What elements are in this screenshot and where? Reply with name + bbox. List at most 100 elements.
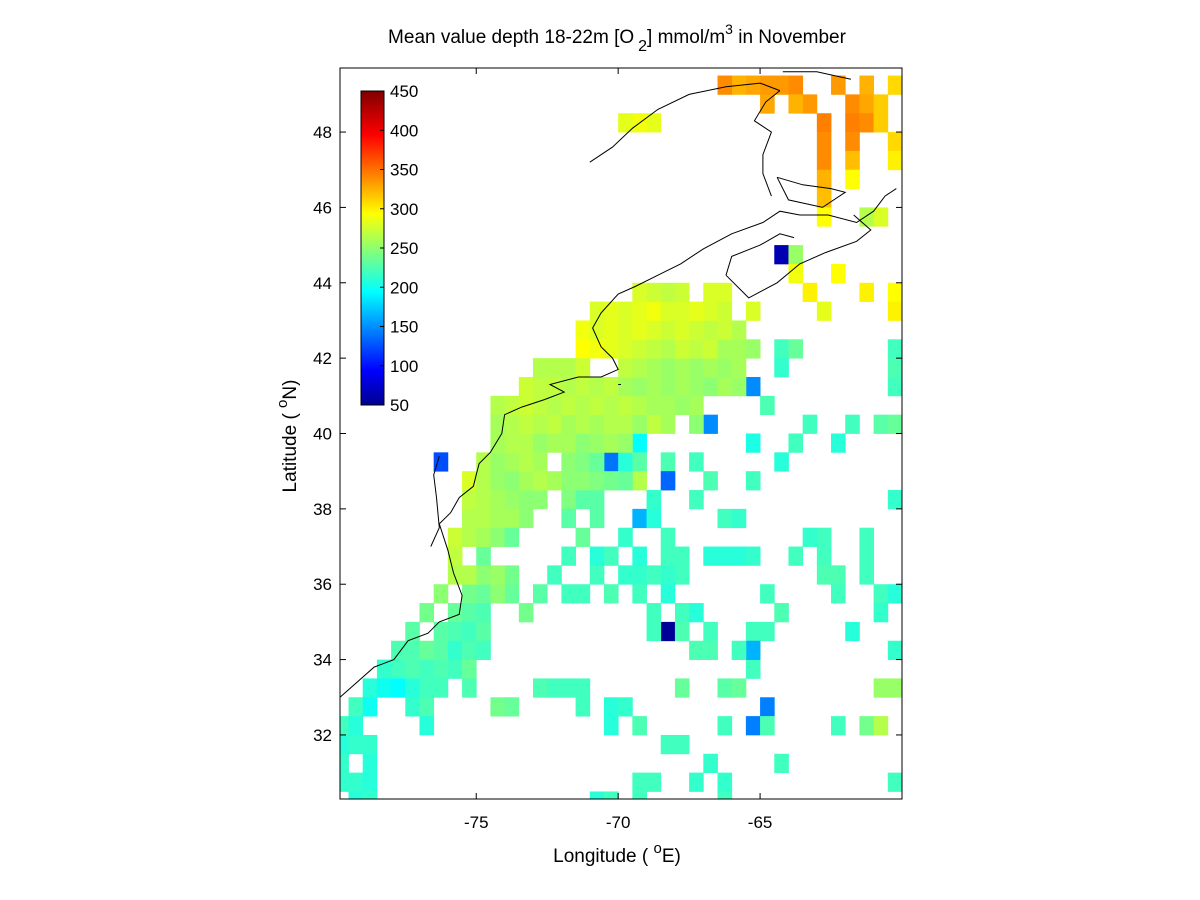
data-cell <box>774 245 789 265</box>
data-cell <box>575 376 591 397</box>
data-cell <box>561 490 576 510</box>
coastline-segment <box>725 214 872 299</box>
data-cell <box>447 527 463 547</box>
y-tick-label: 38 <box>313 500 332 519</box>
data-cell <box>632 546 647 566</box>
data-cell <box>462 640 477 660</box>
colorbar-ticks: 50 100 150 200 250 300 350 400 450 <box>380 82 418 415</box>
data-cell <box>689 320 704 340</box>
data-cell <box>433 678 449 698</box>
data-cell <box>462 565 477 585</box>
data-cell <box>859 94 875 114</box>
data-cell <box>575 339 591 359</box>
data-cell <box>745 659 761 679</box>
data-cell <box>873 584 889 604</box>
colorbar-tick-label: 150 <box>390 318 418 337</box>
data-cell <box>731 358 747 378</box>
data-cell <box>348 697 364 717</box>
data-cell <box>887 282 903 303</box>
data-cell <box>561 471 576 491</box>
data-cell <box>674 565 690 585</box>
data-cell <box>674 678 690 698</box>
data-cell <box>433 640 449 660</box>
data-cell <box>646 508 662 529</box>
x-tick-label: -75 <box>464 813 489 832</box>
data-cell <box>476 471 491 491</box>
data-cell <box>490 490 506 510</box>
data-cell <box>674 546 690 566</box>
data-cell <box>703 621 718 642</box>
data-cell <box>561 395 576 416</box>
y-tick-label: 40 <box>313 425 332 444</box>
data-cell <box>561 433 576 453</box>
data-cell <box>887 414 903 434</box>
data-cell <box>717 339 733 359</box>
data-cell <box>646 376 662 397</box>
colorbar-tick-label: 300 <box>390 200 418 219</box>
data-cell <box>845 150 860 171</box>
colorbar: 50 100 150 200 250 300 350 400 450 <box>360 82 418 415</box>
y-tick-label: 46 <box>313 198 332 217</box>
data-cell <box>859 716 875 736</box>
data-cell <box>476 527 491 547</box>
data-cell <box>816 188 832 208</box>
data-cell <box>462 471 477 491</box>
colorbar-tick-label: 250 <box>390 239 418 258</box>
data-cell <box>533 584 548 604</box>
data-cell <box>745 621 761 642</box>
data-cell <box>717 376 733 397</box>
data-cell <box>575 471 591 491</box>
coastline-segment <box>430 455 440 547</box>
data-cell <box>476 490 491 510</box>
data-cell <box>603 301 619 321</box>
data-cell <box>887 640 903 660</box>
data-cell <box>632 414 647 434</box>
data-cell <box>547 565 562 585</box>
data-cell <box>717 508 733 529</box>
data-cell <box>703 376 718 397</box>
data-cell <box>518 490 534 510</box>
data-cell <box>816 565 832 585</box>
data-cell <box>660 339 676 359</box>
data-cell <box>859 75 875 95</box>
data-cell <box>689 772 704 792</box>
data-cell <box>533 358 548 378</box>
data-cell <box>589 395 605 416</box>
data-cell <box>831 584 846 604</box>
data-cell <box>447 565 463 585</box>
data-cell <box>518 376 534 397</box>
data-cell <box>547 395 562 416</box>
data-cell <box>674 376 690 397</box>
data-cell <box>717 75 733 95</box>
data-cell <box>646 395 662 416</box>
data-cell <box>717 772 733 792</box>
data-cell <box>646 621 662 642</box>
data-cell <box>618 113 633 133</box>
data-cell <box>632 565 647 585</box>
data-cell <box>816 113 832 133</box>
data-cell <box>731 508 747 529</box>
coastline-segment <box>339 188 897 698</box>
data-cell <box>419 603 435 623</box>
data-cell <box>859 546 875 566</box>
data-cell <box>603 414 619 434</box>
data-cell <box>462 584 477 604</box>
data-cell <box>802 527 818 547</box>
data-cell <box>788 433 804 453</box>
data-cell <box>731 320 747 340</box>
data-cell <box>632 395 647 416</box>
data-cell <box>561 358 576 378</box>
x-tick-label: -70 <box>606 813 631 832</box>
data-cell <box>717 320 733 340</box>
data-cell <box>490 527 506 547</box>
data-cell <box>745 339 761 359</box>
data-cell <box>760 94 775 114</box>
data-cell <box>575 358 591 378</box>
data-cell <box>660 320 676 340</box>
data-cell <box>859 527 875 547</box>
data-cell <box>618 395 633 416</box>
data-cell <box>603 546 619 566</box>
data-cell <box>717 716 733 736</box>
data-cell <box>603 395 619 416</box>
data-cell <box>745 546 761 566</box>
